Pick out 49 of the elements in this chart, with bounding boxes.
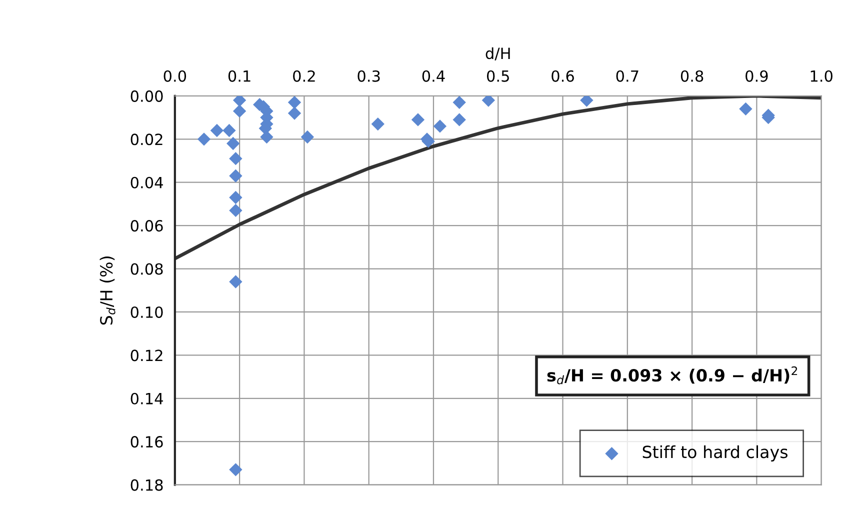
point xyxy=(482,96,496,107)
x-tick-label: 0.7 xyxy=(616,70,638,82)
point xyxy=(229,463,242,476)
x-tick-label: 0.6 xyxy=(552,70,574,82)
point xyxy=(232,96,246,107)
y-tick-label: 0.06 xyxy=(130,220,163,232)
y-tick-label: 0.04 xyxy=(130,176,163,188)
x-tick-label: 0.3 xyxy=(358,70,380,82)
x-tick-label: 0.4 xyxy=(422,70,445,82)
point xyxy=(288,96,302,110)
y-tick-label: 0.10 xyxy=(130,306,163,318)
x-tick-label: 0.1 xyxy=(228,70,250,82)
point xyxy=(371,117,384,131)
x-axis-title: d/H xyxy=(486,47,510,60)
point xyxy=(452,113,466,126)
legend-label: Stiff to hard clays xyxy=(642,445,788,462)
point xyxy=(288,106,302,120)
point xyxy=(300,130,314,144)
point xyxy=(229,152,242,166)
x-tick-label: 0.2 xyxy=(293,70,315,82)
x-tick-label: 1.0 xyxy=(810,70,832,82)
point xyxy=(433,120,447,133)
point xyxy=(580,96,594,107)
point xyxy=(229,204,242,218)
y-tick-label: 0.02 xyxy=(130,134,162,146)
point xyxy=(226,136,240,150)
point xyxy=(229,190,242,204)
y-tick-label: 0.12 xyxy=(130,350,162,362)
y-tick-label: 0.14 xyxy=(130,392,163,404)
point xyxy=(260,130,274,144)
point xyxy=(229,169,242,182)
x-tick-label: 0.8 xyxy=(680,70,704,82)
x-tick-label: 0.0 xyxy=(164,70,186,82)
y-tick-label: 0.08 xyxy=(130,263,163,275)
point xyxy=(232,104,246,118)
point xyxy=(210,124,224,138)
y-tick-label: 0.00 xyxy=(130,90,163,102)
y-tick-label: 0.16 xyxy=(130,436,163,448)
y-tick-label: 0.18 xyxy=(130,479,163,491)
point xyxy=(229,275,242,288)
point xyxy=(452,96,466,110)
x-tick-label: 0.5 xyxy=(486,70,509,82)
x-tick-label: 0.9 xyxy=(746,70,768,82)
point xyxy=(411,113,425,126)
point xyxy=(739,102,752,116)
point xyxy=(222,124,236,138)
y-axis-title: S$_{d}$/H (%) xyxy=(100,256,116,325)
point xyxy=(197,132,211,146)
annotation: s$_{d}$/H = 0.093 × (0.9 − d/H)$^{2}$ xyxy=(547,366,798,384)
